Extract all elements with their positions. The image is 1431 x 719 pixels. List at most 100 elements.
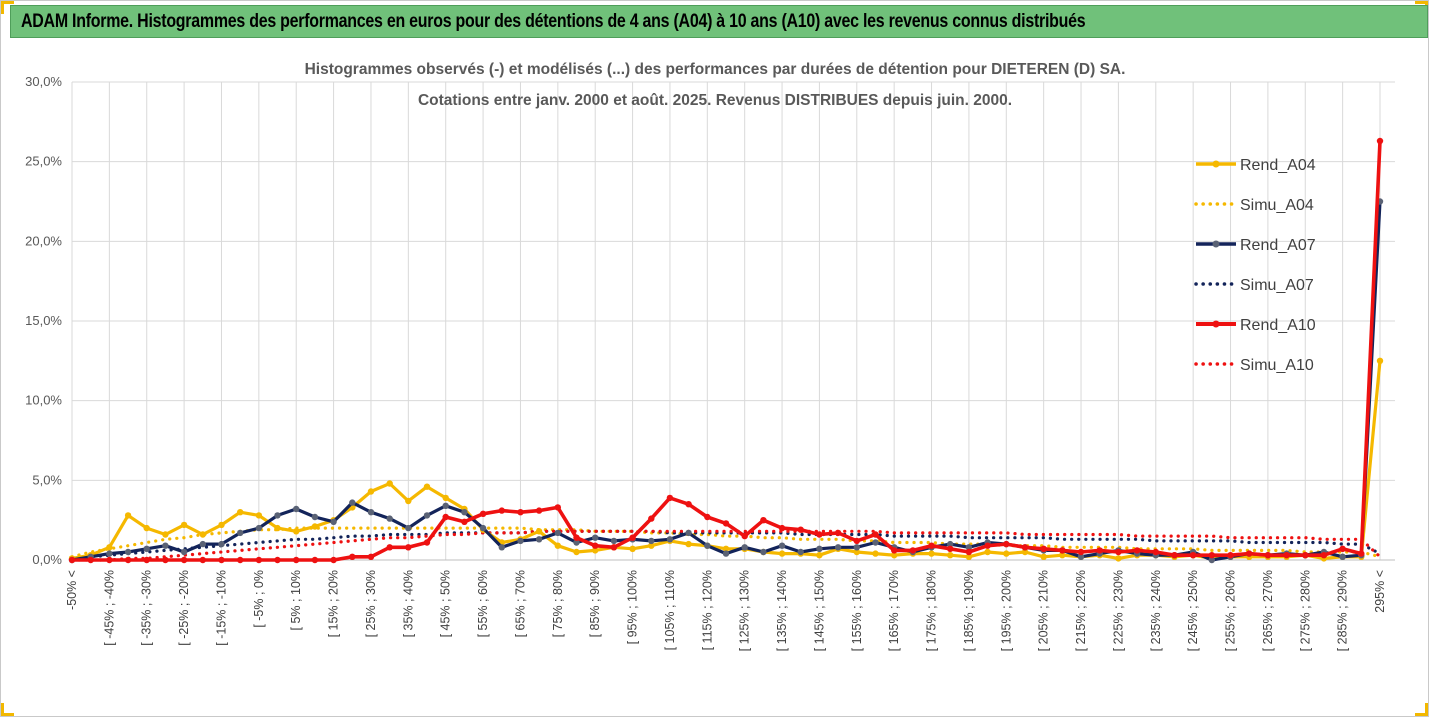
data-point-rend_a10 bbox=[965, 548, 973, 556]
series-line-simu_a10 bbox=[70, 529, 1382, 562]
data-point-rend_a07 bbox=[423, 512, 431, 519]
y-tick-label: 30,0% bbox=[25, 74, 62, 89]
data-point-rend_a10 bbox=[1302, 552, 1309, 559]
x-tick-label: [ -25% ; -20% bbox=[177, 570, 191, 646]
data-point-rend_a04 bbox=[1040, 553, 1047, 560]
data-point-rend_a04 bbox=[685, 540, 692, 548]
x-tick-label: [ 55% ; 60% bbox=[476, 570, 490, 637]
data-point-rend_a10 bbox=[760, 517, 767, 524]
data-point-rend_a04 bbox=[778, 550, 786, 557]
x-tick-label: [ 165% ; 170% bbox=[887, 570, 901, 651]
data-point-rend_a07 bbox=[461, 509, 468, 516]
data-point-rend_a04 bbox=[423, 483, 431, 490]
data-point-rend_a07 bbox=[741, 544, 748, 551]
data-point-rend_a07 bbox=[797, 548, 804, 556]
data-point-rend_a07 bbox=[498, 544, 505, 551]
data-point-rend_a07 bbox=[124, 548, 132, 556]
data-point-rend_a10 bbox=[180, 556, 188, 564]
data-point-rend_a10 bbox=[1021, 544, 1029, 551]
data-point-rend_a10 bbox=[498, 507, 505, 514]
legend-marker-rend_a07 bbox=[1212, 240, 1220, 248]
data-point-rend_a10 bbox=[741, 532, 748, 540]
data-point-rend_a10 bbox=[704, 513, 711, 521]
x-tick-label: [ -5% ; 0% bbox=[252, 570, 266, 628]
data-point-rend_a04 bbox=[274, 524, 281, 532]
data-point-rend_a07 bbox=[293, 505, 300, 513]
data-point-rend_a10 bbox=[1320, 552, 1328, 559]
x-tick-label: [ 45% ; 50% bbox=[439, 570, 453, 637]
x-tick-label: [ 265% ; 270% bbox=[1261, 570, 1275, 651]
data-point-rend_a04 bbox=[947, 552, 954, 559]
frame-corner-marker bbox=[1415, 703, 1428, 716]
data-point-rend_a04 bbox=[1376, 357, 1384, 364]
data-point-rend_a10 bbox=[87, 556, 94, 564]
data-point-rend_a07 bbox=[554, 529, 561, 537]
data-point-rend_a04 bbox=[872, 550, 879, 557]
data-point-rend_a10 bbox=[1264, 552, 1272, 559]
data-point-rend_a07 bbox=[162, 542, 169, 549]
x-tick-label: 295% < bbox=[1373, 570, 1387, 613]
data-point-rend_a07 bbox=[947, 540, 954, 548]
data-point-rend_a04 bbox=[386, 480, 393, 487]
series-line-simu_a07 bbox=[70, 529, 1382, 561]
data-point-rend_a04 bbox=[180, 521, 188, 529]
data-point-rend_a10 bbox=[778, 524, 786, 532]
data-point-rend_a07 bbox=[610, 537, 618, 545]
x-tick-label: [ 155% ; 160% bbox=[850, 570, 864, 651]
data-point-rend_a04 bbox=[928, 550, 935, 557]
legend-label-simu_a04: Simu_A04 bbox=[1240, 197, 1314, 214]
data-point-rend_a10 bbox=[1227, 552, 1234, 559]
grid-layer bbox=[71, 81, 1395, 561]
data-point-rend_a04 bbox=[293, 528, 300, 535]
data-point-rend_a04 bbox=[143, 524, 150, 532]
data-point-rend_a04 bbox=[367, 488, 375, 495]
data-point-rend_a07 bbox=[592, 534, 599, 541]
y-tick-label: 20,0% bbox=[25, 233, 62, 248]
data-point-rend_a10 bbox=[1189, 552, 1197, 559]
data-point-rend_a10 bbox=[629, 534, 636, 541]
data-point-rend_a10 bbox=[1096, 547, 1103, 554]
y-tick-label: 5,0% bbox=[32, 472, 62, 487]
data-point-rend_a10 bbox=[853, 537, 860, 545]
data-point-rend_a07 bbox=[106, 550, 113, 557]
x-tick-label: [ 135% ; 140% bbox=[775, 570, 789, 651]
data-point-rend_a10 bbox=[442, 513, 449, 521]
data-point-rend_a10 bbox=[1246, 550, 1253, 557]
x-tick-label: [ 65% ; 70% bbox=[513, 570, 527, 637]
frame-corner-marker bbox=[1, 703, 14, 716]
data-point-rend_a07 bbox=[704, 542, 711, 549]
data-point-rend_a10 bbox=[124, 556, 132, 564]
data-point-rend_a10 bbox=[479, 510, 487, 517]
data-point-rend_a04 bbox=[1021, 548, 1029, 556]
data-point-rend_a10 bbox=[517, 509, 524, 516]
x-tick-label: [ 85% ; 90% bbox=[588, 570, 602, 637]
data-point-rend_a04 bbox=[535, 528, 543, 535]
data-point-rend_a07 bbox=[1077, 553, 1085, 560]
series-layer bbox=[68, 137, 1384, 564]
data-point-rend_a10 bbox=[722, 520, 730, 527]
data-point-rend_a10 bbox=[1171, 552, 1178, 559]
data-point-rend_a07 bbox=[180, 548, 188, 556]
data-point-rend_a10 bbox=[685, 501, 692, 508]
data-point-rend_a07 bbox=[760, 548, 767, 556]
data-point-rend_a10 bbox=[1003, 540, 1010, 548]
x-tick-label: [ 225% ; 230% bbox=[1111, 570, 1125, 651]
frame-corner-marker bbox=[1, 1, 14, 14]
data-point-rend_a07 bbox=[965, 544, 973, 551]
data-point-rend_a10 bbox=[592, 542, 599, 549]
data-point-rend_a07 bbox=[722, 550, 730, 557]
report-title: ADAM Informe. Histogrammes des performan… bbox=[21, 11, 1086, 32]
y-tick-label: 25,0% bbox=[25, 154, 62, 169]
data-point-rend_a10 bbox=[386, 544, 393, 551]
legend-marker-rend_a04 bbox=[1212, 160, 1220, 168]
x-tick-label: [ 15% ; 20% bbox=[327, 570, 341, 637]
data-point-rend_a10 bbox=[106, 556, 113, 564]
data-point-rend_a10 bbox=[1283, 552, 1290, 559]
x-tick-label: [ -45% ; -40% bbox=[102, 570, 116, 646]
data-point-rend_a10 bbox=[666, 494, 674, 502]
data-point-rend_a10 bbox=[1059, 547, 1066, 554]
x-tick-label: [ 95% ; 100% bbox=[626, 570, 640, 644]
data-point-rend_a10 bbox=[1133, 547, 1141, 554]
chart-title-line-1: Histogrammes observés (-) et modélisés (… bbox=[305, 61, 1126, 78]
data-point-rend_a10 bbox=[237, 556, 244, 564]
